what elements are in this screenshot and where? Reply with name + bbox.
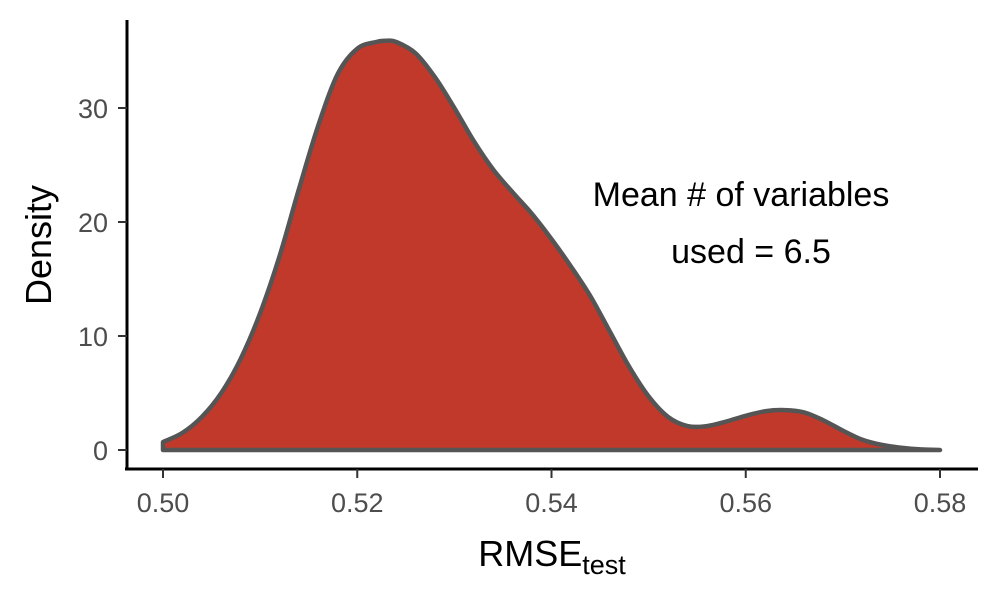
y-tick-label: 20 — [78, 208, 108, 238]
y-tick-label: 0 — [93, 436, 108, 466]
x-axis-title-subscript: test — [582, 550, 626, 580]
y-axis-title: Density — [18, 185, 59, 305]
y-tick-label: 10 — [78, 322, 108, 352]
x-axis-title-main: RMSE — [478, 533, 582, 574]
x-tick-label: 0.50 — [137, 488, 190, 518]
x-tick-label: 0.52 — [331, 488, 384, 518]
plot-area — [160, 38, 943, 453]
x-tick-label: 0.56 — [719, 488, 772, 518]
density-area — [160, 38, 943, 453]
x-axis: 0.50 0.52 0.54 0.56 0.58 — [125, 467, 978, 518]
y-tick-label: 30 — [78, 94, 108, 124]
x-axis-title: RMSEtest — [478, 533, 626, 580]
annotation-line-2: used = 6.5 — [671, 233, 831, 271]
y-axis: 0 10 20 30 — [78, 20, 129, 470]
x-tick-label: 0.54 — [525, 488, 578, 518]
annotation-line-1: Mean # of variables — [593, 176, 890, 214]
x-tick-label: 0.58 — [914, 488, 967, 518]
